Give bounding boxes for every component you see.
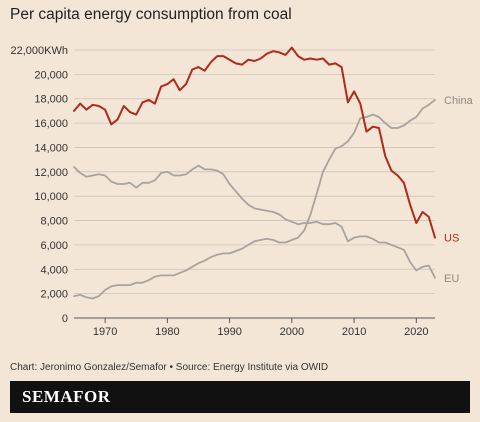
x-tick-label: 2010: [342, 326, 366, 338]
x-tick-label: 2000: [280, 326, 304, 338]
y-tick-label: 4,000: [40, 264, 68, 276]
series-line-china: [73, 99, 436, 300]
y-tick-label: 16,000: [34, 118, 68, 130]
series-label-us: US: [444, 233, 459, 245]
y-tick-label: 18,000: [34, 94, 68, 106]
series-label-china: China: [444, 95, 474, 107]
x-tick-label: 1970: [93, 326, 117, 338]
chart-title: Per capita energy consumption from coal: [10, 6, 292, 23]
y-tick-label: 0: [62, 313, 68, 325]
series-labels: China EU US: [444, 95, 474, 285]
series-line-us: [73, 46, 436, 239]
brand-bar: SEMAFOR: [10, 381, 470, 413]
source-note: Chart: Jeronimo Gonzalez/Semafor • Sourc…: [10, 362, 329, 373]
line-chart: 0 2,000 4,000 6,000 8,000 10,000 12,000 14,000 1…: [11, 45, 474, 338]
series-lines: [73, 46, 436, 300]
y-tick-label: 22,000KWh: [11, 45, 68, 57]
gridlines: [74, 49, 435, 319]
y-tick-label: 14,000: [34, 142, 68, 154]
x-tick-label: 1990: [217, 326, 241, 338]
y-tick-label: 2,000: [40, 289, 68, 301]
y-tick-label: 6,000: [40, 240, 68, 252]
series-line-eu: [73, 164, 436, 279]
y-tick-label: 8,000: [40, 216, 68, 228]
x-tick-label: 2020: [404, 326, 428, 338]
brand-logo: SEMAFOR: [22, 387, 111, 406]
axes: 0 2,000 4,000 6,000 8,000 10,000 12,000 14,000 1…: [11, 45, 429, 338]
series-label-eu: EU: [444, 273, 459, 285]
y-tick-label: 20,000: [34, 69, 68, 81]
y-tick-label: 10,000: [34, 191, 68, 203]
y-tick-label: 12,000: [34, 167, 68, 179]
x-tick-label: 1980: [155, 326, 179, 338]
